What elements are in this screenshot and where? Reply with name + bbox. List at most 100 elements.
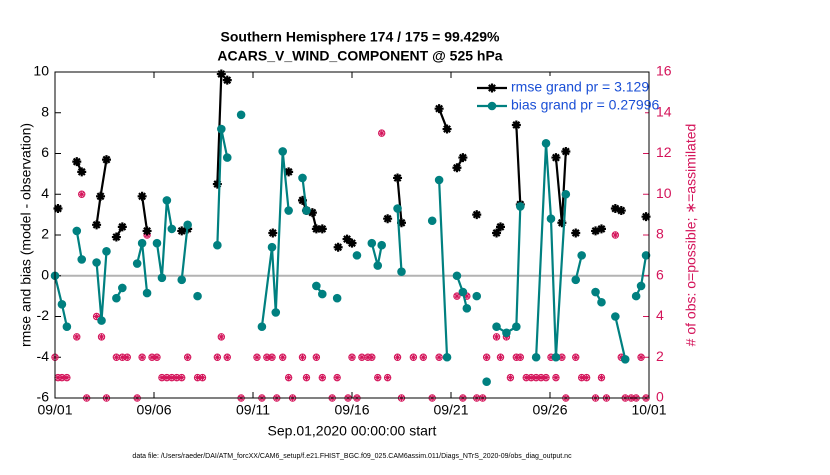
obs-point — [393, 353, 402, 361]
obs-point — [284, 374, 293, 382]
y-tick-label: 10 — [33, 63, 49, 79]
point — [393, 204, 402, 213]
obs-point — [168, 374, 176, 382]
point — [213, 240, 222, 250]
obs-point — [78, 190, 86, 198]
point — [342, 234, 352, 244]
y-tick-label: -2 — [37, 307, 50, 323]
point — [516, 202, 525, 211]
chart-subtitle: ACARS_V_WIND_COMPONENT @ 525 hPa — [217, 48, 502, 64]
obs-point — [617, 353, 625, 361]
obs-point — [374, 374, 382, 382]
point — [118, 283, 127, 293]
point — [62, 322, 72, 331]
obs-point — [173, 374, 181, 382]
chart-title: Southern Hemisphere 174 / 175 = 99.429% — [221, 29, 501, 45]
point — [397, 267, 406, 276]
point — [620, 354, 630, 364]
obs-point — [298, 353, 307, 361]
point — [97, 316, 106, 325]
obs-point — [552, 374, 560, 382]
obs-point — [582, 374, 591, 382]
obs-point — [118, 353, 127, 361]
point — [636, 281, 646, 291]
point — [561, 189, 571, 199]
point — [383, 214, 393, 224]
y2-tick-label: 6 — [656, 266, 664, 282]
point — [307, 208, 317, 218]
point — [183, 220, 192, 230]
point — [284, 167, 294, 177]
point — [96, 191, 106, 201]
point — [193, 291, 202, 301]
obs-point — [193, 374, 202, 382]
point — [267, 242, 277, 252]
legend-label: rmse grand pr = 3.129 — [511, 79, 649, 95]
plot-frame — [54, 71, 650, 399]
x-tick-label: 10/01 — [631, 402, 666, 418]
y-tick-label: 4 — [41, 185, 49, 201]
point — [616, 206, 626, 216]
point — [434, 104, 444, 114]
y2-tick-label: 14 — [656, 103, 672, 119]
obs-point — [92, 312, 101, 321]
obs-point — [223, 353, 231, 361]
obs-point — [54, 374, 62, 382]
point — [482, 377, 491, 387]
point — [284, 206, 293, 215]
point — [318, 289, 327, 299]
point — [458, 153, 468, 163]
point — [492, 228, 502, 238]
obs-point — [537, 374, 545, 382]
x-tick-label: 09/21 — [433, 402, 468, 418]
obs-point — [358, 353, 366, 361]
point — [492, 322, 501, 331]
obs-point — [542, 374, 550, 382]
obs-point — [333, 374, 341, 382]
y-tick-label: 0 — [41, 266, 49, 282]
x-tick-label: 09/26 — [532, 402, 567, 418]
obs-point — [253, 353, 261, 361]
point — [268, 228, 278, 238]
point — [551, 153, 561, 163]
point — [77, 167, 87, 177]
obs-point — [112, 353, 121, 361]
point — [157, 273, 167, 283]
x-axis-label: Sep.01,2020 00:00:00 start — [268, 423, 437, 439]
obs-point — [312, 353, 321, 361]
point — [512, 322, 521, 331]
point — [352, 251, 362, 260]
y-axis-label: rmse and bias (model - observation) — [18, 123, 34, 347]
point — [217, 124, 226, 134]
point — [271, 308, 281, 317]
obs-point — [572, 353, 580, 361]
point — [393, 173, 403, 183]
obs-point — [148, 353, 156, 361]
obs-point — [198, 374, 207, 382]
y-tick-label: -6 — [37, 389, 50, 405]
point — [177, 275, 187, 285]
obs-point — [506, 374, 515, 382]
y2-tick-label: 12 — [656, 144, 672, 160]
point — [167, 224, 177, 234]
y2-tick-label: 2 — [656, 348, 664, 364]
point — [137, 191, 147, 201]
obs-point — [318, 374, 327, 382]
point — [397, 218, 406, 228]
obs-point — [419, 353, 427, 361]
obs-point — [492, 333, 501, 341]
point — [427, 216, 437, 226]
point — [222, 153, 232, 162]
point — [312, 281, 321, 291]
obs-point — [263, 353, 271, 361]
y2-axis-label: # of obs: o=possible; ∗=assimilated — [683, 124, 699, 347]
point — [472, 210, 482, 220]
y-tick-label: 8 — [41, 103, 49, 119]
point — [111, 232, 121, 242]
legend-marker — [487, 83, 497, 93]
point — [222, 75, 232, 85]
point — [373, 261, 383, 270]
point — [102, 247, 111, 256]
point — [216, 69, 226, 79]
